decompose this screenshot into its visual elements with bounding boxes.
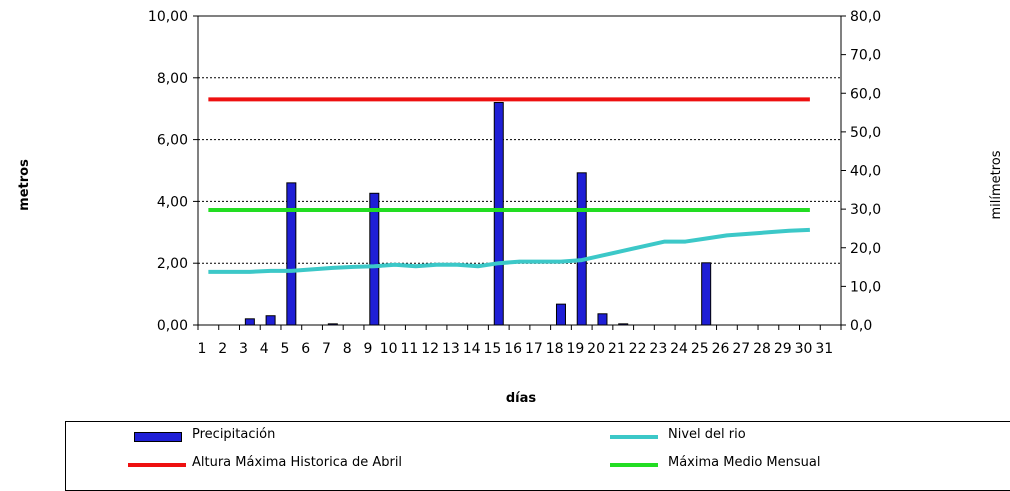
left-tick-label: 2,00 (157, 256, 188, 272)
x-tick-label: 19 (566, 341, 584, 357)
x-tick-label: 5 (281, 341, 290, 357)
x-tick-label: 7 (322, 341, 331, 357)
left-tick-label: 8,00 (157, 71, 188, 87)
precipitation-bar (555, 303, 566, 326)
right-tick-label: 30,0 (850, 202, 881, 218)
x-tick-label: 16 (504, 341, 522, 357)
reference-lines (208, 97, 810, 213)
x-tick-label: 27 (732, 341, 750, 357)
precipitation-bar (597, 313, 608, 326)
x-tick-label: 21 (608, 341, 626, 357)
x-tick-label: 11 (401, 341, 419, 357)
x-tick-label: 2 (218, 341, 227, 357)
bars (244, 102, 712, 326)
legend-label-nivel: Nivel del rio (668, 427, 746, 442)
x-tick-label: 30 (795, 341, 813, 357)
precipitation-bar (286, 182, 297, 326)
x-tick-label: 25 (691, 341, 709, 357)
x-tick-label: 10 (380, 341, 398, 357)
x-tick-label: 18 (546, 341, 564, 357)
precipitation-bar (701, 262, 712, 326)
x-tick-label: 28 (753, 341, 771, 357)
right-tick-label: 50,0 (850, 125, 881, 141)
x-tick-label: 29 (774, 341, 792, 357)
x-tick-label: 22 (629, 341, 647, 357)
x-tick-label: 17 (525, 341, 543, 357)
right-axis-ticks: 0,0 10,0 20,0 30,0 40,0 50,0 60,0 70,0 80,0 (841, 9, 881, 334)
left-tick-label: 6,00 (157, 133, 188, 149)
legend-label-altura: Altura Máxima Historica de Abril (192, 455, 403, 470)
x-tick-label: 6 (301, 341, 310, 357)
precipitation-bar (576, 172, 587, 326)
left-tick-label: 4,00 (157, 194, 188, 210)
x-tick-label: 8 (343, 341, 352, 357)
x-tick-label: 23 (649, 341, 667, 357)
left-tick-label: 10,00 (148, 9, 188, 25)
x-tick-label: 31 (815, 341, 833, 357)
x-tick-label: 13 (442, 341, 460, 357)
legend-swatch-bar (134, 432, 182, 442)
right-tick-label: 80,0 (850, 9, 881, 25)
x-axis-ticks: 1 2 3 4 5 6 7 8 9 10 11 12 13 14 15 16 17 18 19 20 21 22 23 24 2… (197, 325, 842, 357)
legend: Precipitación Nivel del rio Altura Máxim… (65, 421, 1010, 491)
x-tick-label: 26 (712, 341, 730, 357)
x-tick-label: 1 (198, 341, 207, 357)
left-axis-ticks: 0,00 2,00 4,00 6,00 8,00 10,00 (148, 9, 198, 334)
x-tick-label: 9 (363, 341, 372, 357)
right-tick-label: 40,0 (850, 164, 881, 180)
precipitation-bar (493, 102, 504, 326)
x-axis-title: días (506, 391, 537, 406)
precipitation-bar (369, 192, 380, 326)
right-tick-label: 0,0 (850, 318, 872, 334)
x-tick-label: 4 (260, 341, 269, 357)
right-tick-label: 70,0 (850, 48, 881, 64)
x-tick-label: 15 (483, 341, 501, 357)
river-level-polyline (208, 227, 810, 274)
y-right-axis-title: milímetros (989, 150, 1004, 219)
legend-swatch-nivel (610, 435, 658, 439)
x-tick-label: 20 (587, 341, 605, 357)
right-tick-label: 10,0 (850, 279, 881, 295)
river-level-line (208, 227, 810, 274)
right-tick-label: 60,0 (850, 86, 881, 102)
x-tick-label: 24 (670, 341, 688, 357)
x-tick-label: 14 (463, 341, 481, 357)
legend-swatch-altura (128, 463, 186, 467)
precipitation-bar (244, 318, 255, 326)
right-tick-label: 20,0 (850, 241, 881, 257)
x-tick-label: 3 (239, 341, 248, 357)
legend-label-precipitacion: Precipitación (192, 427, 276, 442)
x-tick-label: 12 (421, 341, 439, 357)
legend-label-maxima: Máxima Medio Mensual (668, 455, 821, 470)
y-left-axis-title: metros (17, 159, 32, 211)
legend-swatch-maxima (610, 463, 658, 467)
left-tick-label: 0,00 (157, 318, 188, 334)
precipitation-bar (265, 315, 276, 326)
